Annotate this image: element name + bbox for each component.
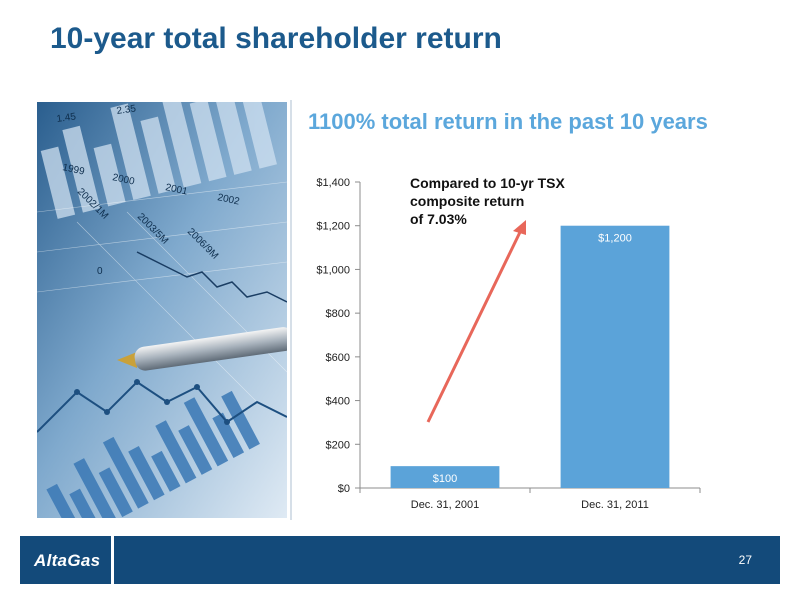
financial-chart-photo: 1.45 2.35 1999 2000 2001 2002 2002/1M 20…	[37, 102, 287, 518]
bars: $100 Dec. 31, 2001 $1,200 Dec. 31, 2011	[390, 225, 670, 511]
footer-bar: AltaGas 27	[20, 536, 780, 584]
company-logo: AltaGas	[34, 551, 101, 570]
y-tick-label: $1,400	[316, 177, 350, 189]
photo-label: 1.45	[56, 111, 77, 125]
y-tick-label: $600	[326, 352, 350, 364]
bar	[390, 466, 500, 488]
y-tick-label: $1,000	[316, 264, 350, 276]
photo-label: 0	[97, 266, 103, 277]
annotation-line: of 7.03%	[410, 211, 467, 227]
y-tick-label: $400	[326, 396, 350, 408]
page-number: 27	[738, 553, 752, 567]
vertical-divider	[290, 100, 292, 520]
x-tick-label: Dec. 31, 2011	[581, 499, 649, 511]
annotation-line: composite return	[410, 193, 524, 209]
annotation: Compared to 10-yr TSX composite return o…	[410, 175, 565, 423]
photo-label: 2002	[216, 192, 240, 207]
y-tick-label: $800	[326, 308, 350, 320]
y-tick-label: $0	[338, 483, 350, 495]
y-tick-label: $1,200	[316, 221, 350, 233]
photo-label: 2001	[164, 182, 188, 197]
bar-chart: $0 $200 $400 $600 $800 $1,000 $1,200 $1,400 $10…	[316, 175, 701, 511]
y-tick-label: $200	[326, 439, 350, 451]
data-label: $100	[433, 473, 457, 485]
photo-label: 2000	[111, 172, 135, 187]
bar	[560, 225, 670, 488]
slide-title: 10-year total shareholder return	[50, 22, 502, 55]
data-label: $1,200	[598, 233, 632, 245]
footer-separator	[111, 536, 114, 584]
x-tick-label: Dec. 31, 2001	[411, 499, 480, 511]
up-arrow-icon	[426, 220, 526, 423]
x-axis	[359, 487, 701, 493]
headline: 1100% total return in the past 10 years	[308, 109, 708, 134]
annotation-line: Compared to 10-yr TSX	[410, 175, 565, 191]
photo-label: 2.35	[116, 103, 137, 117]
photo-label: 1999	[61, 162, 85, 177]
y-axis: $0 $200 $400 $600 $800 $1,000 $1,200 $1,400	[316, 177, 361, 495]
pen-icon	[117, 327, 287, 371]
